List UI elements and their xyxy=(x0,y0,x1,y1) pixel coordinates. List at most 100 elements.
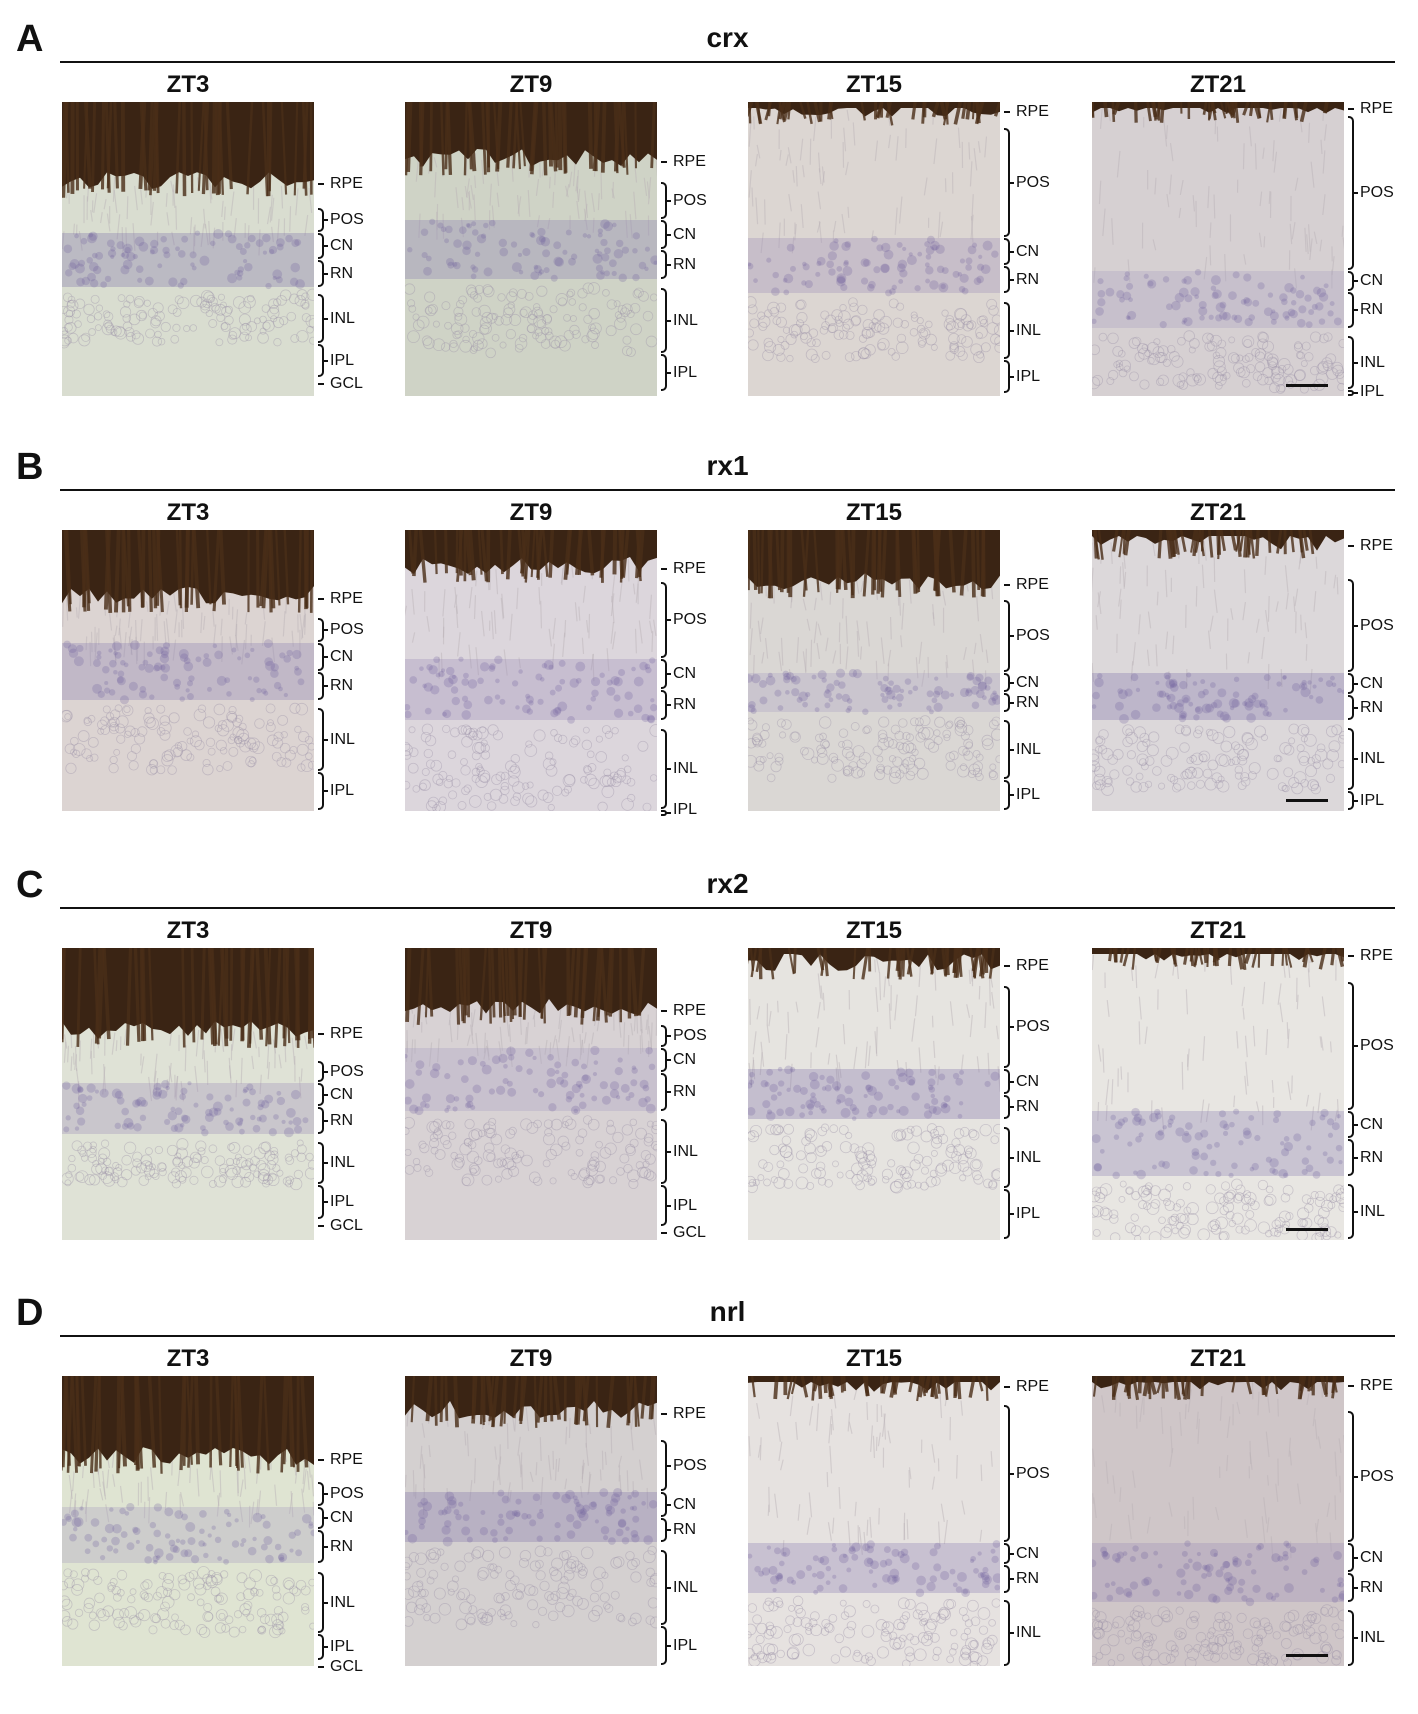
bracket-marker xyxy=(661,250,667,279)
layer-name: IPL xyxy=(673,1638,697,1654)
bracket-marker xyxy=(661,690,667,720)
bracket-marker xyxy=(1004,238,1010,265)
layer-name: IPL xyxy=(330,1639,354,1655)
timepoint-label: ZT3 xyxy=(62,919,314,943)
layer-name: POS xyxy=(1360,1469,1394,1485)
bracket-marker xyxy=(1004,693,1010,712)
layer-name: POS xyxy=(673,612,707,628)
bracket-marker xyxy=(318,1530,324,1563)
bracket-marker xyxy=(1348,1139,1354,1176)
title-rule xyxy=(60,61,1395,63)
retina-micrograph xyxy=(748,530,1000,811)
layer-name: RN xyxy=(330,1113,353,1129)
bracket-marker xyxy=(1348,1573,1354,1602)
layer-name: CN xyxy=(330,649,353,665)
micrograph-image xyxy=(748,530,1000,811)
bracket-marker xyxy=(1348,1543,1354,1572)
section-letter: A xyxy=(16,20,43,58)
retina-micrograph xyxy=(748,1376,1000,1666)
layer-name: POS xyxy=(1360,185,1394,201)
micrograph-image xyxy=(748,948,1000,1240)
layer-name: INL xyxy=(1360,1204,1385,1220)
layer-name: POS xyxy=(330,1486,364,1502)
bracket-marker xyxy=(1348,116,1354,270)
timepoint-label: ZT9 xyxy=(405,1347,657,1371)
layer-name: INL xyxy=(1016,323,1041,339)
layer-name: IPL xyxy=(330,353,354,369)
layer-name: GCL xyxy=(673,1225,706,1241)
layer-name: INL xyxy=(330,732,355,748)
layer-name: RPE xyxy=(330,591,363,607)
bracket-marker xyxy=(661,729,667,809)
layer-name: IPL xyxy=(1016,787,1040,803)
timepoint-label: ZT3 xyxy=(62,501,314,525)
retina-micrograph xyxy=(405,102,657,396)
bracket-marker xyxy=(1348,292,1354,328)
layer-name: RPE xyxy=(1016,104,1049,120)
layer-name: IPL xyxy=(1360,793,1384,809)
layer-name: IPL xyxy=(330,1194,354,1210)
bracket-marker xyxy=(1004,1543,1010,1564)
bracket-marker xyxy=(318,208,324,232)
bracket-marker xyxy=(318,618,324,642)
timepoint-label: ZT21 xyxy=(1092,1347,1344,1371)
layer-name: INL xyxy=(673,1580,698,1596)
layer-name: INL xyxy=(1016,1625,1041,1641)
dash-marker xyxy=(1348,108,1354,110)
bracket-marker xyxy=(1348,1610,1354,1666)
bracket-marker xyxy=(661,1025,667,1047)
micrograph-image xyxy=(62,948,314,1240)
bracket-marker xyxy=(318,1107,324,1134)
scale-bar xyxy=(1286,799,1328,802)
micrograph-image xyxy=(62,1376,314,1666)
micrograph-image xyxy=(1092,1376,1344,1666)
layer-name: RPE xyxy=(673,1003,706,1019)
dash-marker xyxy=(661,1010,667,1012)
bracket-marker xyxy=(661,1550,667,1625)
layer-name: RN xyxy=(673,1084,696,1100)
retina-micrograph xyxy=(748,102,1000,396)
layer-name: CN xyxy=(673,1497,696,1513)
layer-name: CN xyxy=(330,1510,353,1526)
micrograph-image xyxy=(405,530,657,811)
layer-name: CN xyxy=(1360,676,1383,692)
bracket-marker xyxy=(318,772,324,810)
layer-name: INL xyxy=(673,1144,698,1160)
layer-name: IPL xyxy=(1016,369,1040,385)
dash-marker xyxy=(661,1413,667,1415)
layer-name: POS xyxy=(330,212,364,228)
layer-name: RPE xyxy=(673,154,706,170)
layer-name: CN xyxy=(1016,244,1039,260)
layer-name: GCL xyxy=(330,376,363,392)
retina-micrograph xyxy=(62,1376,314,1666)
bracket-marker xyxy=(318,1142,324,1184)
layer-name: INL xyxy=(1360,751,1385,767)
layer-name: POS xyxy=(673,193,707,209)
layer-name: RN xyxy=(330,678,353,694)
bracket-marker xyxy=(318,1482,324,1506)
layer-name: RPE xyxy=(330,1026,363,1042)
layer-name: CN xyxy=(673,666,696,682)
layer-name: RPE xyxy=(1360,101,1393,117)
bracket-marker xyxy=(1348,271,1354,291)
bracket-marker xyxy=(1348,673,1354,694)
micrograph-image xyxy=(405,1376,657,1666)
bracket-marker xyxy=(661,354,667,391)
micrograph-image xyxy=(405,948,657,1240)
bracket-marker xyxy=(1004,1565,1010,1593)
bracket-marker xyxy=(318,1061,324,1082)
layer-name: RN xyxy=(330,1539,353,1555)
layer-name: POS xyxy=(673,1458,707,1474)
bracket-marker xyxy=(1004,720,1010,779)
layer-name: RN xyxy=(1360,1150,1383,1166)
bracket-marker xyxy=(661,220,667,249)
bracket-marker xyxy=(661,1626,667,1665)
bracket-marker xyxy=(1004,600,1010,672)
layer-name: GCL xyxy=(330,1659,363,1675)
retina-micrograph xyxy=(1092,102,1344,396)
layer-name: RN xyxy=(1016,1571,1039,1587)
dash-marker xyxy=(318,1225,324,1227)
layer-name: INL xyxy=(1016,742,1041,758)
bracket-marker xyxy=(318,708,324,771)
